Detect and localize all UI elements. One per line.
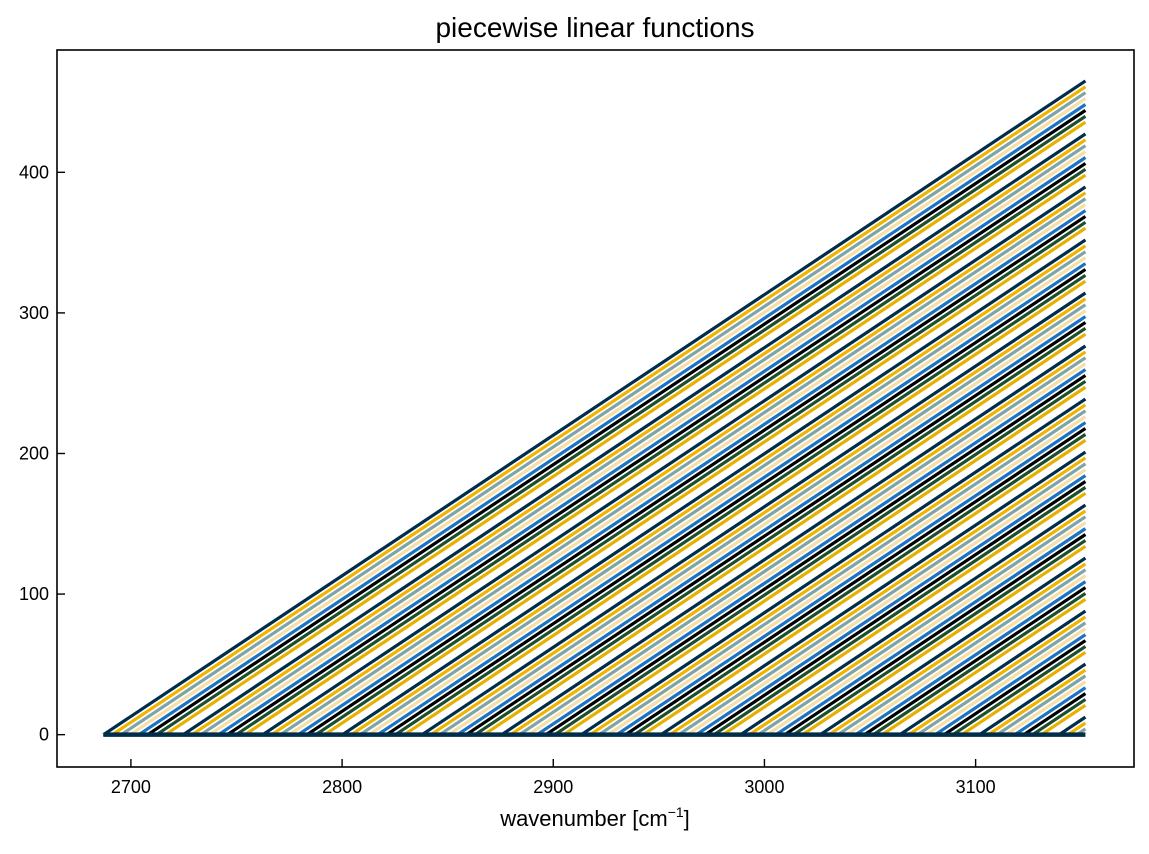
x-axis-label-main: wavenumber [cm	[499, 806, 668, 831]
y-axis: 0 100 200 300 400	[19, 162, 65, 745]
x-tick-label: 2700	[111, 777, 151, 797]
y-tick-label: 0	[39, 725, 49, 745]
x-axis-label-close: ]	[684, 806, 690, 831]
y-tick-label: 400	[19, 162, 49, 182]
y-tick-label: 100	[19, 584, 49, 604]
series-line-52	[103, 380, 1087, 737]
series-line-72	[103, 497, 1087, 737]
x-axis-label: wavenumber [cm−1]	[499, 804, 690, 831]
x-tick-label: 2900	[533, 777, 573, 797]
series-layer	[102, 79, 1087, 737]
y-tick-label: 300	[19, 303, 49, 323]
plot-frame	[56, 49, 1135, 768]
series-line-92	[103, 615, 1087, 737]
x-axis: 2700 2800 2900 3000 3100	[111, 759, 996, 797]
x-axis-label-superscript: −1	[668, 804, 684, 820]
x-tick-label: 3000	[744, 777, 784, 797]
series-line-12	[103, 144, 1087, 737]
chart-title: piecewise linear functions	[435, 12, 754, 43]
series-line-1	[102, 79, 1087, 736]
x-tick-label: 2800	[322, 777, 362, 797]
y-tick-label: 200	[19, 443, 49, 463]
series-line-32	[103, 262, 1087, 737]
x-tick-label: 3100	[956, 777, 996, 797]
